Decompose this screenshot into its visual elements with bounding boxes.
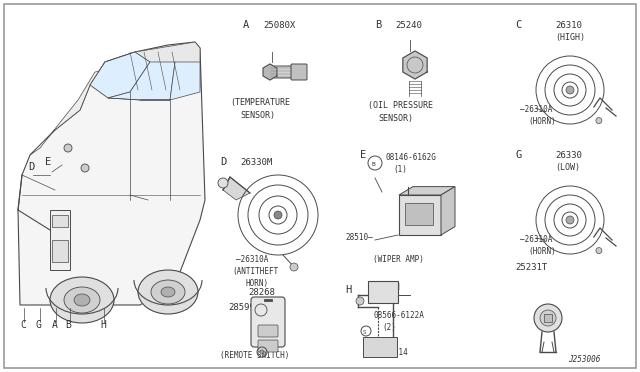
Text: E: E bbox=[45, 157, 51, 167]
Polygon shape bbox=[108, 62, 175, 100]
Polygon shape bbox=[441, 187, 455, 235]
Text: 08146-6162G: 08146-6162G bbox=[385, 153, 436, 162]
Circle shape bbox=[290, 263, 298, 271]
FancyBboxPatch shape bbox=[405, 203, 433, 225]
FancyBboxPatch shape bbox=[269, 66, 296, 78]
Polygon shape bbox=[263, 64, 277, 80]
FancyBboxPatch shape bbox=[52, 215, 68, 227]
Ellipse shape bbox=[74, 294, 90, 306]
Text: (HORN): (HORN) bbox=[528, 247, 556, 256]
Text: D: D bbox=[28, 162, 35, 172]
Text: 25080X: 25080X bbox=[263, 21, 295, 30]
Text: SENSOR): SENSOR) bbox=[378, 114, 413, 123]
Text: 28599: 28599 bbox=[228, 303, 255, 312]
Text: B: B bbox=[372, 162, 376, 167]
Polygon shape bbox=[18, 42, 205, 305]
Circle shape bbox=[81, 164, 89, 172]
Ellipse shape bbox=[161, 287, 175, 297]
Circle shape bbox=[566, 216, 574, 224]
Text: C: C bbox=[20, 320, 26, 330]
Text: 26330M: 26330M bbox=[240, 158, 272, 167]
Circle shape bbox=[596, 248, 602, 254]
Ellipse shape bbox=[50, 277, 114, 323]
Ellipse shape bbox=[64, 287, 100, 313]
Text: —26310A: —26310A bbox=[520, 235, 552, 244]
Text: E: E bbox=[360, 150, 366, 160]
Ellipse shape bbox=[138, 270, 198, 314]
Text: (TEMPERATURE: (TEMPERATURE bbox=[230, 98, 290, 107]
Circle shape bbox=[596, 118, 602, 124]
Text: 08566-6122A: 08566-6122A bbox=[374, 311, 425, 320]
FancyBboxPatch shape bbox=[52, 240, 68, 262]
Polygon shape bbox=[399, 187, 455, 195]
Text: H: H bbox=[100, 320, 106, 330]
FancyBboxPatch shape bbox=[291, 64, 307, 80]
Text: SENSOR): SENSOR) bbox=[240, 111, 275, 120]
Text: 28268: 28268 bbox=[248, 288, 275, 297]
Circle shape bbox=[540, 310, 556, 326]
FancyBboxPatch shape bbox=[368, 281, 398, 303]
Text: 28510—: 28510— bbox=[345, 233, 372, 242]
Text: D: D bbox=[220, 157, 227, 167]
Circle shape bbox=[361, 326, 371, 336]
Text: 26310: 26310 bbox=[555, 21, 582, 30]
FancyBboxPatch shape bbox=[50, 210, 70, 270]
Text: (2): (2) bbox=[382, 323, 396, 332]
Polygon shape bbox=[140, 62, 200, 100]
FancyBboxPatch shape bbox=[258, 340, 278, 352]
Text: B: B bbox=[375, 20, 381, 30]
Polygon shape bbox=[30, 52, 135, 155]
Circle shape bbox=[64, 144, 72, 152]
Circle shape bbox=[566, 86, 574, 94]
FancyBboxPatch shape bbox=[399, 195, 441, 235]
FancyBboxPatch shape bbox=[258, 325, 278, 337]
FancyBboxPatch shape bbox=[363, 337, 397, 357]
Text: H: H bbox=[345, 285, 351, 295]
Ellipse shape bbox=[151, 280, 185, 304]
Circle shape bbox=[356, 297, 364, 305]
Text: S: S bbox=[363, 330, 367, 335]
Text: 28452N: 28452N bbox=[372, 283, 400, 292]
Polygon shape bbox=[223, 177, 250, 200]
Text: 25240: 25240 bbox=[395, 21, 422, 30]
Text: —28414: —28414 bbox=[380, 348, 408, 357]
Text: G: G bbox=[515, 150, 521, 160]
FancyBboxPatch shape bbox=[251, 297, 285, 347]
Text: (1): (1) bbox=[393, 165, 407, 174]
Text: (HORN): (HORN) bbox=[528, 117, 556, 126]
Text: 25231T: 25231T bbox=[515, 263, 547, 272]
Text: C: C bbox=[515, 20, 521, 30]
Text: (HIGH): (HIGH) bbox=[555, 33, 585, 42]
Text: (OIL PRESSURE: (OIL PRESSURE bbox=[368, 101, 433, 110]
Text: J253006: J253006 bbox=[568, 355, 600, 364]
Text: B: B bbox=[65, 320, 71, 330]
Circle shape bbox=[534, 304, 562, 332]
Text: (REMOTE SWITCH): (REMOTE SWITCH) bbox=[220, 351, 289, 360]
Text: (ANTITHEFT: (ANTITHEFT bbox=[232, 267, 278, 276]
Polygon shape bbox=[403, 51, 427, 79]
Text: (WIPER AMP): (WIPER AMP) bbox=[373, 255, 424, 264]
Text: G: G bbox=[36, 320, 42, 330]
Text: A: A bbox=[52, 320, 58, 330]
Text: (LOW): (LOW) bbox=[555, 163, 580, 172]
Text: A: A bbox=[243, 20, 249, 30]
FancyBboxPatch shape bbox=[544, 314, 552, 322]
Circle shape bbox=[274, 211, 282, 219]
Text: —26310A: —26310A bbox=[236, 255, 268, 264]
Polygon shape bbox=[90, 52, 150, 98]
Text: HORN): HORN) bbox=[245, 279, 268, 288]
Text: 26330: 26330 bbox=[555, 151, 582, 160]
Polygon shape bbox=[105, 42, 200, 98]
Text: —26310A: —26310A bbox=[520, 105, 552, 114]
Circle shape bbox=[218, 178, 228, 188]
